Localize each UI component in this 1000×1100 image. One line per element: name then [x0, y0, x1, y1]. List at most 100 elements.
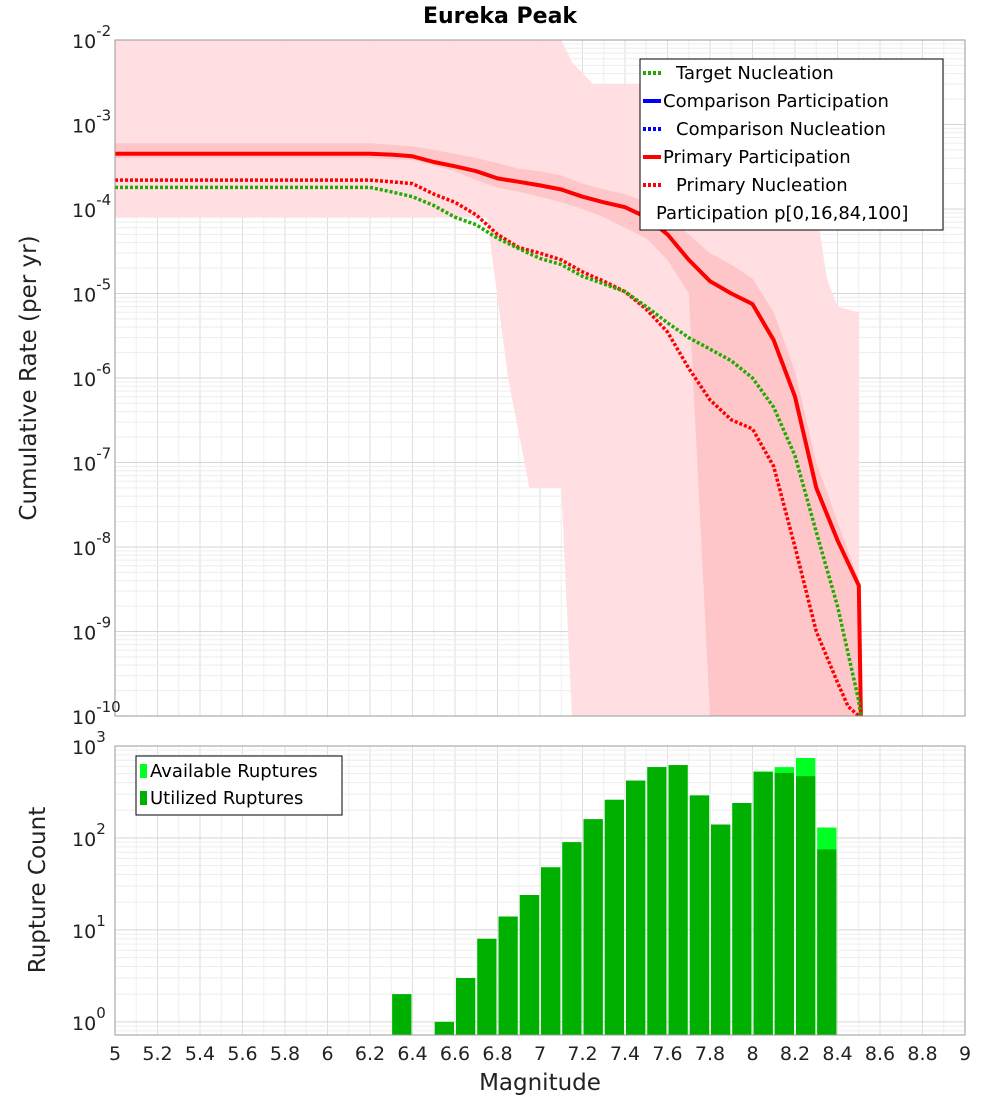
utilized-rupture-bar — [498, 916, 518, 1035]
tick-base: 10 — [72, 538, 96, 560]
tick-exponent: -9 — [96, 614, 111, 632]
x-tick-label: 8.6 — [865, 1043, 895, 1065]
tick-exponent: -5 — [96, 276, 111, 294]
x-axis-title: Magnitude — [479, 1070, 601, 1096]
utilized-rupture-bar — [796, 776, 816, 1035]
legend-swatch-available-ruptures — [140, 764, 147, 778]
tick-base: 10 — [72, 369, 96, 391]
top-y-tick-label: 10-6 — [72, 360, 111, 391]
utilized-rupture-bar — [562, 842, 582, 1035]
primary-participation-line — [115, 151, 863, 717]
legend-label: Utilized Ruptures — [150, 788, 303, 809]
primary-nucleation-line — [115, 178, 860, 718]
x-tick-label: 7.6 — [652, 1043, 682, 1065]
x-tick-label: 5.8 — [270, 1043, 300, 1065]
x-tick-label: 8 — [746, 1043, 758, 1065]
rupture-bars — [392, 758, 837, 1035]
top-y-axis-title: Cumulative Rate (per yr) — [16, 235, 42, 520]
bottom-y-tick-label: 101 — [72, 912, 106, 943]
top-legend-items: Target Nucleation Comparison Participatio… — [643, 63, 908, 224]
tick-exponent: -10 — [96, 698, 121, 716]
top-legend: Target Nucleation Comparison Participatio… — [639, 58, 944, 231]
utilized-rupture-bar — [434, 1021, 454, 1035]
utilized-rupture-bar — [541, 867, 561, 1035]
utilized-rupture-bar — [392, 994, 412, 1035]
top-y-tick-label: 10-3 — [72, 107, 111, 138]
bottom-y-tick-label: 103 — [72, 728, 106, 759]
legend-label: Available Ruptures — [150, 761, 318, 782]
utilized-rupture-bar — [817, 849, 837, 1035]
x-tick-label: 7.2 — [567, 1043, 597, 1065]
top-y-tick-label: 10-7 — [72, 445, 111, 476]
bottom-y-axis-title: Rupture Count — [25, 807, 51, 973]
x-tick-label: 5.2 — [142, 1043, 172, 1065]
x-tick-label: 9 — [959, 1043, 971, 1065]
target-nucleation-line — [115, 185, 863, 717]
utilized-rupture-bar — [477, 938, 497, 1035]
bottom-legend: Available Ruptures Utilized Ruptures — [135, 755, 343, 816]
top-y-tick-label: 10-10 — [72, 698, 121, 729]
tick-base: 10 — [72, 737, 96, 759]
legend-label: Comparison Nucleation — [676, 119, 886, 140]
top-legend-box — [639, 58, 944, 231]
utilized-rupture-bar — [668, 765, 688, 1035]
utilized-rupture-bar — [711, 824, 731, 1035]
top-y-tick-label: 10-8 — [72, 529, 111, 560]
x-tick-label: 6 — [321, 1043, 333, 1065]
utilized-rupture-bar — [647, 767, 667, 1035]
legend-label: Participation p[0,16,84,100] — [656, 203, 908, 224]
bottom-y-tick-label: 100 — [72, 1004, 106, 1035]
tick-exponent: -4 — [96, 191, 111, 209]
x-tick-label: 6.6 — [440, 1043, 470, 1065]
legend-label: Comparison Participation — [663, 91, 889, 112]
chart-title: Eureka Peak — [423, 4, 578, 29]
x-tick-label: 5.4 — [185, 1043, 215, 1065]
x-tick-label: 5.6 — [227, 1043, 257, 1065]
bottom-legend-items: Available Ruptures Utilized Ruptures — [140, 761, 318, 809]
x-tick-label: 7.4 — [610, 1043, 640, 1065]
bottom-y-tick-label: 102 — [72, 820, 106, 851]
utilized-rupture-bar — [732, 803, 752, 1035]
tick-base: 10 — [72, 116, 96, 138]
tick-base: 10 — [72, 285, 96, 307]
legend-label: Target Nucleation — [675, 63, 834, 84]
tick-exponent: 0 — [96, 1004, 106, 1022]
utilized-rupture-bar — [583, 819, 603, 1035]
x-tick-label: 6.8 — [482, 1043, 512, 1065]
utilized-rupture-bar — [774, 772, 794, 1035]
tick-exponent: -8 — [96, 529, 111, 547]
legend-swatch-utilized-ruptures — [140, 791, 147, 805]
tick-base: 10 — [72, 707, 96, 729]
top-y-tick-label: 10-9 — [72, 614, 111, 645]
bottom-legend-box — [135, 755, 343, 816]
x-tick-label: 5 — [109, 1043, 121, 1065]
legend-label: Primary Participation — [663, 147, 851, 168]
tick-exponent: -3 — [96, 107, 111, 125]
tick-exponent: -2 — [96, 22, 111, 40]
tick-base: 10 — [72, 921, 96, 943]
tick-base: 10 — [72, 623, 96, 645]
x-tick-label: 8.8 — [907, 1043, 937, 1065]
tick-base: 10 — [72, 31, 96, 53]
x-tick-label: 8.4 — [822, 1043, 852, 1065]
top-y-tick-label: 10-4 — [72, 191, 111, 222]
bottom-plot-frame — [114, 745, 966, 1036]
x-tick-label: 7 — [534, 1043, 546, 1065]
tick-exponent: -7 — [96, 445, 111, 463]
participation-band-p16-84 — [115, 143, 859, 716]
utilized-rupture-bar — [456, 978, 476, 1035]
rate-lines — [115, 151, 863, 718]
utilized-rupture-bar — [519, 895, 540, 1035]
top-plot-frame — [114, 39, 966, 717]
x-tick-label: 8.2 — [780, 1043, 810, 1065]
tick-base: 10 — [72, 200, 96, 222]
x-tick-label: 6.4 — [397, 1043, 427, 1065]
tick-base: 10 — [72, 454, 96, 476]
utilized-rupture-bar — [604, 799, 624, 1035]
tick-exponent: 2 — [96, 820, 106, 838]
